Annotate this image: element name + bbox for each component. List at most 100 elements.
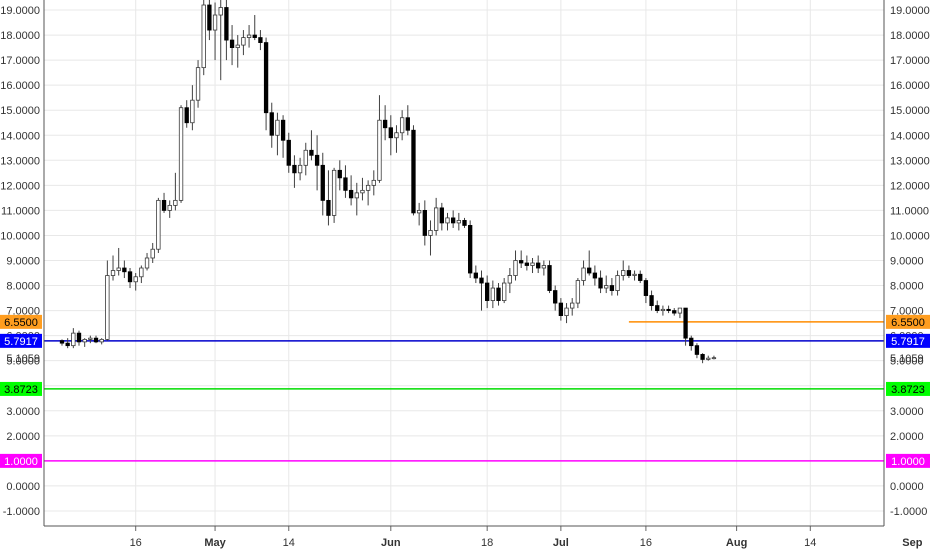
candle-body — [473, 272, 478, 279]
candle-body — [144, 257, 150, 269]
last-price-label: 5.1059 — [890, 353, 924, 365]
candle-body — [65, 342, 70, 347]
x-tick-label: Sep — [902, 537, 922, 549]
candle-body — [309, 149, 314, 156]
price-badge-label: 3.8723 — [4, 384, 38, 396]
price-badge — [886, 453, 930, 468]
candle-body — [485, 282, 490, 301]
candle-body — [195, 67, 201, 101]
candle-body — [524, 262, 530, 266]
candle-body — [258, 37, 263, 43]
y-tick-label: 11.0000 — [1, 205, 40, 217]
y-axis-left: -1.00000.00001.00002.00003.00004.00005.0… — [0, 5, 40, 518]
candle-body — [229, 39, 235, 48]
candle-body — [314, 154, 320, 166]
candle-body — [411, 129, 416, 214]
candle-body — [519, 260, 524, 264]
candle-body — [93, 337, 99, 343]
x-tick-label: Jun — [381, 537, 401, 549]
candle-body — [59, 340, 65, 344]
y-tick-label: 2.0000 — [6, 431, 40, 443]
x-tick-label: 16 — [130, 537, 142, 549]
price-badge — [886, 381, 930, 396]
candle-body — [320, 164, 325, 201]
candle-body — [399, 117, 405, 134]
y-tick-label: 8.0000 — [890, 281, 924, 293]
candle-body — [416, 209, 422, 214]
candle-body — [110, 270, 116, 276]
candle-body — [173, 199, 178, 206]
y-tick-label: 0.0000 — [890, 481, 924, 493]
candle-body — [456, 220, 461, 224]
price-badge — [0, 381, 42, 396]
y-tick-label: -1.0000 — [3, 506, 40, 518]
x-tick-label: May — [204, 537, 226, 549]
price-badges: 6.5500 6.5500 5.7917 5.7917 3.8723 3.8723 1.00… — [0, 314, 930, 468]
candle-body — [711, 357, 717, 360]
candle-body — [604, 285, 609, 289]
candle-body — [405, 117, 410, 131]
x-tick-label: Jul — [553, 537, 569, 549]
x-tick-label: 18 — [481, 537, 493, 549]
candle-body — [105, 275, 110, 340]
candles — [59, 0, 717, 364]
candle-body — [241, 37, 246, 46]
candle-body — [190, 99, 195, 124]
y-tick-label: 5.0000 — [6, 356, 40, 368]
candle-body — [235, 44, 240, 48]
y-tick-label: 18.0000 — [890, 30, 930, 42]
candle-body — [496, 287, 501, 301]
candle-body — [564, 307, 569, 317]
y-tick-label: 3.0000 — [6, 406, 40, 418]
candle-body — [621, 270, 626, 276]
y-tick-label: 12.0000 — [890, 180, 930, 192]
candle-body — [360, 189, 365, 194]
candle-body — [201, 4, 206, 69]
price-badge — [0, 333, 42, 348]
candle-body — [218, 7, 223, 16]
candle-body — [706, 357, 711, 360]
candle-body — [76, 332, 82, 343]
candle-body — [116, 267, 121, 271]
candle-body — [394, 132, 399, 139]
candle-body — [354, 192, 359, 199]
candle-body — [388, 127, 393, 139]
y-tick-label: 14.0000 — [0, 130, 40, 142]
price-badge-label: 1.0000 — [4, 456, 38, 468]
candle-body — [553, 290, 558, 304]
axes — [43, 0, 885, 531]
candle-body — [462, 220, 467, 226]
y-tick-label: 16.0000 — [0, 80, 40, 92]
candle-body — [133, 276, 138, 283]
candle-body — [451, 217, 456, 224]
candle-body — [666, 308, 671, 311]
candle-body — [649, 295, 654, 306]
candle-body — [184, 107, 189, 124]
candle-body — [212, 14, 218, 31]
candle-body — [660, 308, 666, 311]
y-tick-label: 0.0000 — [6, 481, 40, 493]
y-tick-label: 3.0000 — [890, 406, 924, 418]
grid-lines — [44, 0, 884, 526]
candle-body — [343, 177, 348, 191]
candle-body — [82, 338, 87, 343]
candle-body — [490, 287, 495, 301]
candle-body — [547, 265, 552, 291]
candle-body — [303, 149, 308, 166]
y-tick-label: 12.0000 — [0, 180, 40, 192]
candle-body — [371, 179, 376, 186]
price-badge — [886, 314, 930, 329]
candle-body — [694, 345, 700, 355]
y-tick-label: 8.0000 — [6, 281, 40, 293]
candle-body — [150, 248, 155, 259]
candle-body — [689, 337, 694, 347]
price-badge-label: 1.0000 — [891, 456, 925, 468]
price-badge-label: 3.8723 — [891, 384, 925, 396]
y-tick-label: 13.0000 — [890, 155, 930, 167]
candle-body — [615, 275, 620, 291]
candle-body — [377, 119, 382, 181]
price-badge-label: 5.7917 — [4, 336, 38, 348]
candle-body — [207, 4, 212, 31]
price-badge — [0, 453, 42, 468]
